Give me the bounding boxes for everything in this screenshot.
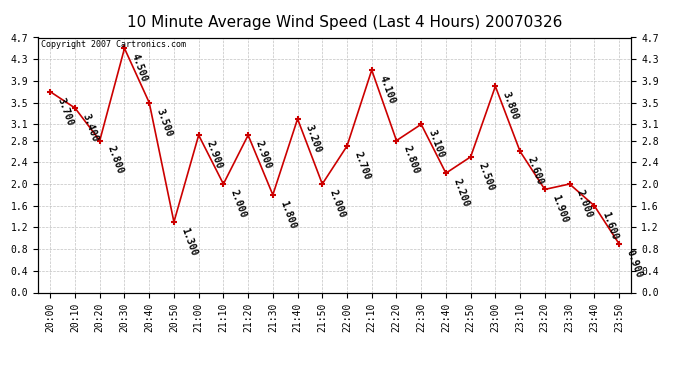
Text: 2.700: 2.700 bbox=[353, 150, 372, 181]
Text: 2.900: 2.900 bbox=[204, 140, 224, 170]
Text: 2.000: 2.000 bbox=[229, 188, 248, 219]
Text: 0.900: 0.900 bbox=[624, 248, 644, 279]
Text: 2.500: 2.500 bbox=[476, 161, 495, 192]
Text: 10 Minute Average Wind Speed (Last 4 Hours) 20070326: 10 Minute Average Wind Speed (Last 4 Hou… bbox=[128, 15, 562, 30]
Text: 1.800: 1.800 bbox=[278, 199, 298, 230]
Text: Copyright 2007 Cartronics.com: Copyright 2007 Cartronics.com bbox=[41, 40, 186, 49]
Text: 1.300: 1.300 bbox=[179, 226, 199, 257]
Text: 3.400: 3.400 bbox=[81, 112, 100, 143]
Text: 4.100: 4.100 bbox=[377, 74, 397, 105]
Text: 2.900: 2.900 bbox=[254, 140, 273, 170]
Text: 2.600: 2.600 bbox=[526, 156, 545, 187]
Text: 3.700: 3.700 bbox=[56, 96, 75, 127]
Text: 3.100: 3.100 bbox=[426, 129, 446, 159]
Text: 2.800: 2.800 bbox=[106, 145, 125, 176]
Text: 3.800: 3.800 bbox=[501, 90, 520, 122]
Text: 4.500: 4.500 bbox=[130, 53, 150, 84]
Text: 1.900: 1.900 bbox=[551, 194, 570, 225]
Text: 2.800: 2.800 bbox=[402, 145, 422, 176]
Text: 3.200: 3.200 bbox=[303, 123, 322, 154]
Text: 2.200: 2.200 bbox=[451, 177, 471, 209]
Text: 3.500: 3.500 bbox=[155, 107, 174, 138]
Text: 1.600: 1.600 bbox=[600, 210, 619, 241]
Text: 2.000: 2.000 bbox=[575, 188, 595, 219]
Text: 2.000: 2.000 bbox=[328, 188, 347, 219]
